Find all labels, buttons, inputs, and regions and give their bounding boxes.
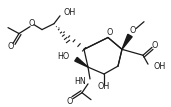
Text: OH: OH (63, 8, 75, 17)
Text: HN: HN (74, 77, 86, 86)
Text: HO: HO (58, 52, 70, 61)
Text: O: O (107, 28, 113, 37)
Text: O: O (152, 41, 158, 50)
Text: O: O (29, 19, 35, 28)
Polygon shape (122, 34, 132, 49)
Text: OH: OH (153, 62, 165, 71)
Text: OH: OH (98, 82, 110, 91)
Text: O: O (130, 26, 136, 35)
Text: O: O (67, 97, 73, 106)
Text: O: O (8, 42, 14, 51)
Polygon shape (75, 57, 88, 67)
